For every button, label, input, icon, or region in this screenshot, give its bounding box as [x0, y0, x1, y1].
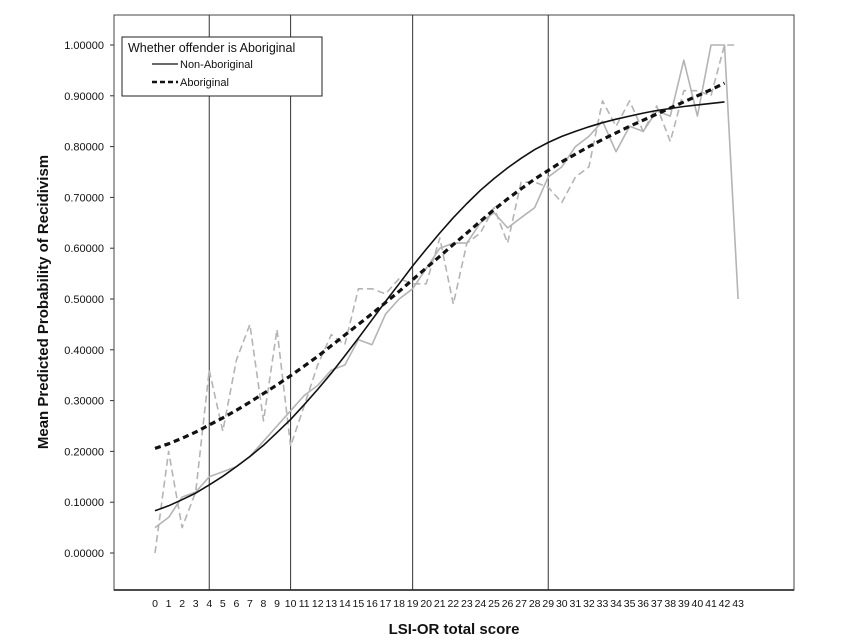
y-axis-ticks: 0.00000 0.10000 0.20000 0.30000 0.40000 0.500…	[64, 40, 114, 560]
x-tick-label: 37	[651, 598, 663, 610]
legend-label-non-aboriginal: Non-Aboriginal	[180, 59, 253, 71]
x-tick-label: 10	[285, 598, 297, 610]
x-tick-label: 0	[152, 598, 158, 610]
plot-frame	[113, 14, 795, 591]
y-tick-label: 0.40000	[64, 345, 104, 357]
x-tick-label: 33	[597, 598, 609, 610]
y-tick-label: 1.00000	[64, 40, 104, 52]
x-tick-label: 9	[274, 598, 280, 610]
x-tick-label: 2	[179, 598, 185, 610]
y-tick-label: 0.00000	[64, 548, 104, 560]
x-tick-label: 38	[664, 598, 676, 610]
x-tick-label: 26	[502, 598, 514, 610]
y-tick-label: 0.10000	[64, 497, 104, 509]
y-axis-label: Mean Predicted Probability of Recidivism	[35, 155, 52, 449]
x-tick-label: 18	[393, 598, 405, 610]
x-tick-label: 1	[166, 598, 172, 610]
x-tick-label: 31	[570, 598, 582, 610]
x-tick-label: 41	[705, 598, 717, 610]
x-axis-label: LSI-OR total score	[389, 621, 520, 638]
x-tick-label: 19	[407, 598, 419, 610]
y-tick-label: 0.20000	[64, 446, 104, 458]
x-tick-label: 3	[193, 598, 199, 610]
x-tick-label: 16	[366, 598, 378, 610]
y-tick-label: 0.70000	[64, 192, 104, 204]
x-tick-label: 25	[488, 598, 500, 610]
x-tick-label: 36	[637, 598, 649, 610]
series-line-non-aboriginal	[154, 101, 725, 512]
y-tick-label: 0.50000	[64, 294, 104, 306]
x-tick-label: 12	[312, 598, 324, 610]
x-tick-label: 40	[692, 598, 704, 610]
x-tick-label: 8	[261, 598, 267, 610]
x-tick-label: 24	[475, 598, 487, 610]
y-tick-label: 0.60000	[64, 243, 104, 255]
legend-label-aboriginal: Aboriginal	[180, 77, 229, 89]
legend-box	[121, 36, 323, 97]
x-tick-label: 11	[299, 598, 310, 610]
x-tick-label: 27	[515, 598, 527, 610]
x-tick-label: 43	[732, 598, 744, 610]
x-tick-label: 21	[434, 598, 446, 610]
x-tick-label: 17	[380, 598, 392, 610]
x-tick-label: 28	[529, 598, 541, 610]
series-line-aboriginal	[154, 81, 726, 450]
legend: Whether offender is Aboriginal Non-Abori…	[121, 36, 323, 97]
y-tick-label: 0.30000	[64, 396, 104, 408]
x-tick-label: 23	[461, 598, 473, 610]
x-tick-label: 5	[220, 598, 226, 610]
x-tick-label: 4	[206, 598, 212, 610]
x-tick-label: 30	[556, 598, 568, 610]
x-tick-label: 15	[353, 598, 365, 610]
y-tick-label: 0.80000	[64, 142, 104, 154]
observed-series	[154, 44, 739, 554]
series-line-aboriginal-observed	[154, 44, 739, 554]
x-tick-label: 7	[247, 598, 253, 610]
x-tick-label: 32	[583, 598, 595, 610]
y-tick-label: 0.90000	[64, 91, 104, 103]
reference-lines	[208, 15, 549, 590]
x-tick-label: 22	[447, 598, 459, 610]
x-tick-label: 39	[678, 598, 690, 610]
fitted-series	[154, 81, 726, 512]
x-tick-label: 14	[339, 598, 351, 610]
x-tick-label: 34	[610, 598, 622, 610]
x-tick-label: 42	[719, 598, 731, 610]
x-axis-ticks: 0 1 2 3 4 5 6 7 8 9 10 11 12 13 14 15 16 17 18 19 20 21 22 23 24…	[152, 598, 744, 610]
x-tick-label: 29	[542, 598, 554, 610]
x-tick-label: 6	[233, 598, 239, 610]
legend-title: Whether offender is Aboriginal	[128, 41, 295, 55]
x-tick-label: 13	[325, 598, 337, 610]
x-tick-label: 20	[420, 598, 432, 610]
x-tick-label: 35	[624, 598, 636, 610]
